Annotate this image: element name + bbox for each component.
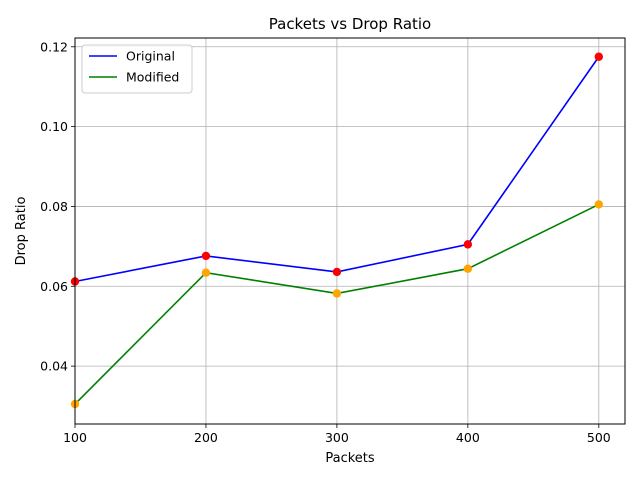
data-point-original: [201, 251, 211, 261]
x-tick-label: 200: [194, 430, 218, 445]
data-point-modified: [463, 264, 473, 273]
data-point-original: [594, 52, 604, 61]
y-tick-label: 0.12: [40, 39, 68, 54]
data-point-original: [332, 267, 342, 277]
legend-label-modified: Modified: [126, 70, 179, 85]
x-tick-label: 400: [456, 430, 480, 445]
data-point-original: [463, 240, 473, 249]
data-point-modified: [201, 268, 211, 277]
axis-ticks: 100 200 300 400 500 0.04 0.06 0.08 0.10 0.12: [40, 39, 611, 445]
x-axis-label: Packets: [325, 451, 375, 466]
data-point-modified: [594, 200, 604, 209]
x-tick-label: 500: [587, 430, 611, 445]
x-tick-label: 300: [325, 430, 349, 445]
y-tick-label: 0.06: [40, 279, 68, 294]
chart-title: Packets vs Drop Ratio: [269, 15, 431, 33]
y-tick-label: 0.08: [40, 199, 68, 214]
x-tick-label: 100: [63, 430, 87, 445]
y-tick-label: 0.10: [40, 119, 68, 134]
y-tick-label: 0.04: [40, 359, 68, 374]
series-layer: [70, 52, 604, 409]
legend-box: [81, 44, 193, 94]
y-axis-label: Drop Ratio: [14, 197, 29, 266]
legend-label-original: Original: [126, 49, 175, 64]
data-point-modified: [332, 289, 342, 298]
grid-lines: [74, 38, 625, 424]
plot-frame: [74, 37, 626, 425]
legend: Original Modified: [81, 44, 193, 94]
